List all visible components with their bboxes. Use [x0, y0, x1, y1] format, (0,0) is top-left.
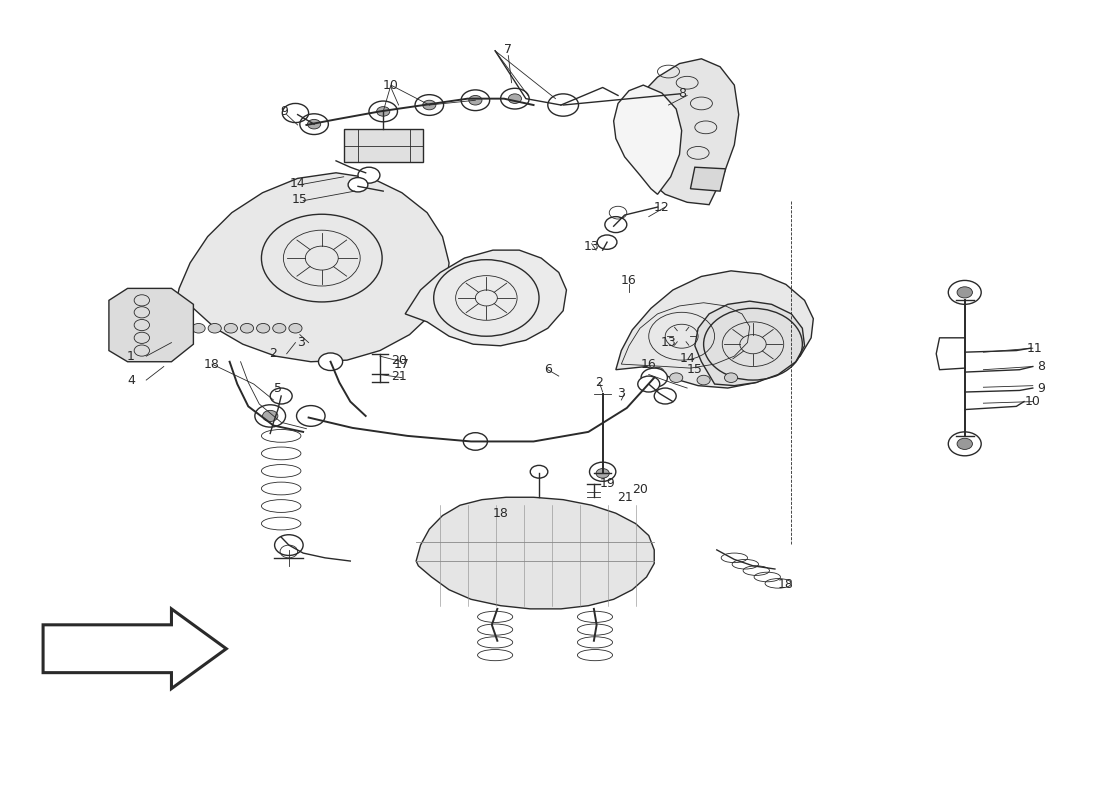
Text: 8: 8 — [678, 86, 685, 99]
Circle shape — [508, 94, 521, 103]
Circle shape — [300, 114, 329, 134]
Text: 9: 9 — [1037, 382, 1045, 394]
Circle shape — [957, 286, 972, 298]
Circle shape — [463, 433, 487, 450]
Text: 10: 10 — [1025, 395, 1041, 408]
Polygon shape — [614, 85, 682, 194]
Polygon shape — [205, 186, 424, 318]
Circle shape — [241, 323, 254, 333]
Polygon shape — [109, 288, 194, 362]
Circle shape — [297, 406, 326, 426]
Circle shape — [192, 323, 206, 333]
Circle shape — [469, 95, 482, 105]
Text: 11: 11 — [1027, 342, 1043, 354]
Circle shape — [358, 167, 379, 183]
Text: 14: 14 — [680, 352, 695, 365]
Text: 3: 3 — [297, 336, 305, 349]
Text: 19: 19 — [600, 478, 615, 490]
Polygon shape — [695, 301, 804, 386]
Circle shape — [263, 410, 278, 422]
Circle shape — [208, 323, 221, 333]
Polygon shape — [43, 609, 227, 689]
Circle shape — [273, 323, 286, 333]
Text: 9: 9 — [280, 105, 288, 118]
Text: 1: 1 — [126, 350, 135, 362]
Text: 4: 4 — [126, 374, 135, 386]
Bar — [343, 129, 422, 162]
Circle shape — [271, 388, 293, 404]
Text: 12: 12 — [654, 201, 670, 214]
Text: 15: 15 — [686, 363, 703, 376]
Polygon shape — [405, 250, 566, 346]
Circle shape — [725, 373, 738, 382]
Text: 21: 21 — [390, 370, 407, 382]
Circle shape — [651, 367, 664, 377]
Text: 14: 14 — [289, 177, 306, 190]
Circle shape — [176, 323, 189, 333]
Circle shape — [530, 466, 548, 478]
Text: 2: 2 — [595, 376, 603, 389]
Circle shape — [948, 281, 981, 304]
Circle shape — [255, 405, 286, 427]
Circle shape — [368, 101, 397, 122]
Text: 8: 8 — [1037, 360, 1046, 373]
Polygon shape — [627, 58, 739, 205]
Text: 21: 21 — [617, 490, 632, 504]
Text: 20: 20 — [390, 354, 407, 366]
Circle shape — [948, 432, 981, 456]
Circle shape — [500, 88, 529, 109]
Circle shape — [670, 373, 683, 382]
Circle shape — [596, 469, 609, 478]
Circle shape — [289, 323, 302, 333]
Polygon shape — [616, 271, 813, 388]
Circle shape — [422, 100, 436, 110]
Text: 6: 6 — [543, 363, 552, 376]
Circle shape — [590, 462, 616, 482]
Text: 18: 18 — [205, 358, 220, 370]
Circle shape — [597, 235, 617, 250]
Circle shape — [415, 94, 443, 115]
Circle shape — [697, 375, 711, 385]
Polygon shape — [416, 498, 654, 609]
Text: 10: 10 — [383, 78, 399, 91]
Polygon shape — [172, 173, 449, 362]
Text: 17: 17 — [394, 358, 410, 370]
Circle shape — [654, 388, 676, 404]
Circle shape — [308, 119, 321, 129]
Text: 3: 3 — [617, 387, 625, 400]
Text: 18: 18 — [778, 578, 794, 591]
Circle shape — [641, 368, 668, 387]
Text: 20: 20 — [632, 482, 648, 496]
Circle shape — [461, 90, 490, 110]
Polygon shape — [691, 167, 726, 191]
Text: 16: 16 — [621, 274, 637, 287]
Text: 7: 7 — [504, 42, 513, 56]
Circle shape — [957, 438, 972, 450]
Text: 2: 2 — [270, 347, 277, 360]
Circle shape — [224, 323, 238, 333]
Circle shape — [348, 178, 367, 192]
Circle shape — [256, 323, 270, 333]
Circle shape — [319, 353, 342, 370]
Text: 5: 5 — [274, 382, 282, 394]
Text: 13: 13 — [584, 241, 600, 254]
Text: 13: 13 — [661, 336, 676, 349]
Text: 15: 15 — [292, 193, 308, 206]
Circle shape — [638, 376, 660, 392]
Text: 18: 18 — [493, 506, 508, 520]
Circle shape — [275, 534, 304, 555]
Text: 16: 16 — [641, 358, 657, 370]
Circle shape — [376, 106, 389, 116]
